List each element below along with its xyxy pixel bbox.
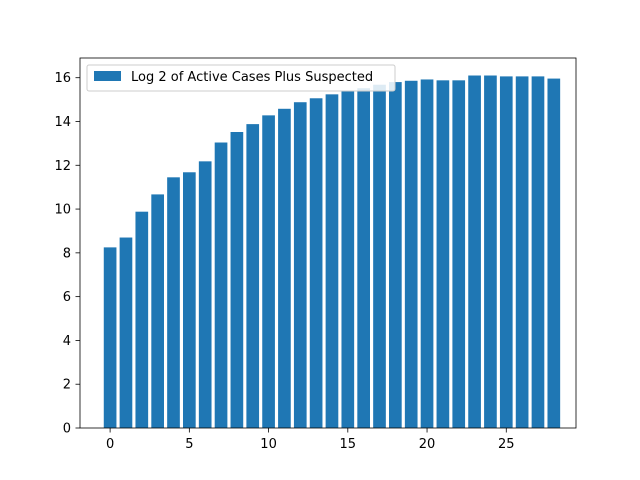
bar xyxy=(436,80,450,428)
bar xyxy=(373,84,386,429)
bar xyxy=(214,142,228,428)
x-tick-label: 5 xyxy=(185,437,193,452)
y-tick-label: 10 xyxy=(54,203,71,218)
bar xyxy=(341,90,355,428)
y-tick-label: 6 xyxy=(63,290,71,305)
bar xyxy=(119,237,133,428)
plot-frame xyxy=(79,57,577,429)
x-axis: 0 5 10 15 20 25 xyxy=(106,428,515,452)
legend-swatch xyxy=(94,71,121,81)
y-axis: 0 2 4 6 8 10 12 14 16 xyxy=(54,71,80,437)
y-tick-label: 12 xyxy=(54,159,71,174)
bar xyxy=(135,211,149,428)
bar xyxy=(389,82,402,428)
bar xyxy=(515,76,529,428)
bar xyxy=(547,78,561,428)
y-tick-label: 4 xyxy=(63,334,71,349)
bar xyxy=(198,161,212,428)
bar xyxy=(262,115,275,429)
bar xyxy=(531,76,545,428)
bar xyxy=(420,79,434,429)
bar xyxy=(309,98,323,428)
bars-group xyxy=(103,75,561,429)
x-tick-label: 10 xyxy=(260,437,277,452)
bar xyxy=(183,172,196,428)
bar xyxy=(278,108,291,428)
bar xyxy=(167,177,180,428)
bar xyxy=(484,75,497,428)
x-tick-label: 15 xyxy=(340,437,357,452)
bar xyxy=(452,80,466,428)
bar xyxy=(357,88,370,429)
x-tick-label: 20 xyxy=(419,437,436,452)
x-tick-label: 0 xyxy=(106,437,114,452)
bar xyxy=(103,247,117,428)
bar xyxy=(499,76,513,428)
bar xyxy=(230,132,244,428)
bar xyxy=(246,124,260,429)
y-tick-label: 0 xyxy=(63,422,71,437)
legend: Log 2 of Active Cases Plus Suspected xyxy=(86,64,396,92)
legend-box xyxy=(86,64,396,92)
y-tick-label: 8 xyxy=(63,246,71,261)
y-tick-label: 16 xyxy=(54,71,71,86)
bar xyxy=(151,194,164,428)
bar xyxy=(468,75,481,428)
y-tick-label: 2 xyxy=(63,378,71,393)
bar xyxy=(325,94,339,428)
bar xyxy=(293,102,307,428)
bar xyxy=(404,80,418,429)
x-tick-label: 25 xyxy=(498,437,515,452)
y-tick-label: 14 xyxy=(54,115,71,130)
legend-label: Log 2 of Active Cases Plus Suspected xyxy=(131,70,373,85)
